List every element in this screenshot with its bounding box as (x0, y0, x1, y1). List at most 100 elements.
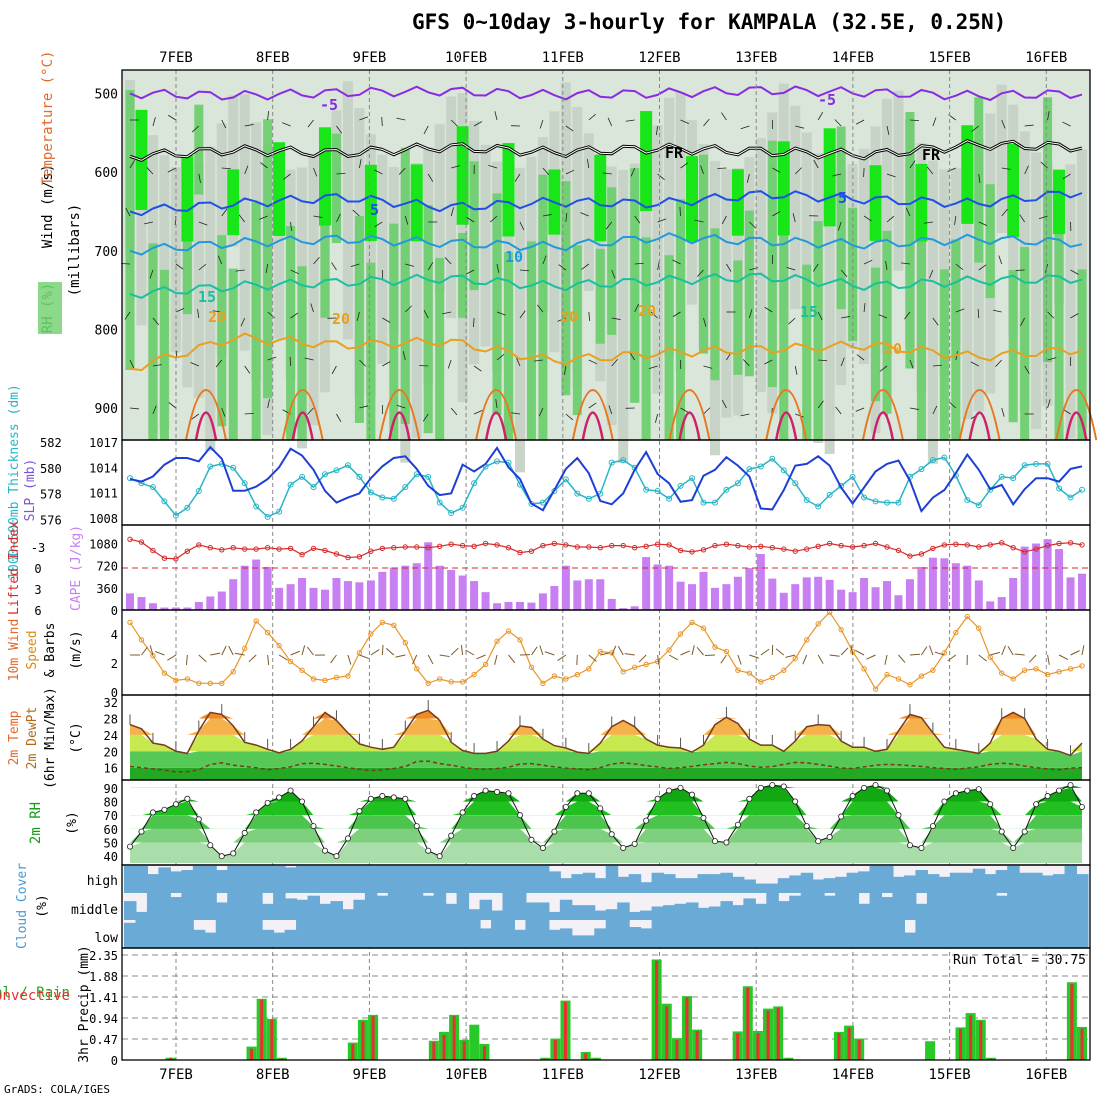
y-tick-temp: 16 (104, 762, 118, 776)
wind-speed-point (563, 676, 569, 682)
wind-speed-point (953, 629, 959, 636)
cloud-cover-cell-high (135, 866, 148, 893)
cloud-cover-cell-low (846, 920, 860, 948)
upper-wind-barb (837, 221, 842, 231)
precip-convective-bar (260, 999, 264, 1060)
wind-speed-point (609, 650, 615, 656)
li-point (299, 552, 305, 558)
cloud-cover-cell-high (169, 871, 183, 893)
rh-point (528, 836, 535, 843)
cape-bar (710, 587, 719, 610)
cloud-cover-cell-low (204, 932, 217, 948)
cloud-cover-cell-high (731, 876, 745, 893)
rh-point (861, 784, 868, 791)
upper-wind-barb (909, 359, 914, 369)
cloud-cover-cell-low (181, 920, 194, 948)
contour-label: 20 (560, 308, 578, 326)
x-tick-bottom: 7FEB (159, 1067, 193, 1083)
cape-bar (217, 591, 226, 610)
upper-wind-barb (304, 357, 314, 361)
cloud-cover-cell-middle (250, 893, 263, 920)
cape-bar (435, 565, 444, 610)
y-tick-thickness: 582 (40, 436, 62, 450)
wind-speed-point (276, 642, 282, 649)
cloud-cover-cell-middle (181, 893, 194, 920)
wind-barb (460, 645, 464, 656)
precip-convective-bar (462, 1041, 466, 1060)
wind-speed-point (322, 677, 328, 684)
thickness-point (253, 503, 260, 510)
wind-barb (544, 651, 555, 656)
rh-point (321, 847, 328, 854)
upper-wind-barb (427, 173, 434, 182)
cape-bar (160, 607, 169, 610)
rh-plume-saturated (1053, 169, 1066, 235)
thickness-point (884, 499, 891, 506)
rh-plume-moist (1054, 171, 1064, 441)
upper-wind-barb (283, 173, 291, 180)
rh-plume-moist (125, 90, 135, 370)
cape-bar (183, 607, 192, 610)
precip-convective-bar (786, 1058, 790, 1060)
upper-wind-barb (680, 407, 689, 413)
thickness-point (769, 455, 776, 462)
precip-convective-bar (452, 1016, 456, 1060)
rh-point (1079, 803, 1086, 810)
rh-point (746, 795, 753, 802)
upper-wind-barb (404, 215, 409, 225)
thickness-point (344, 462, 351, 469)
rh-plume-mid (801, 132, 812, 321)
wind-speed-point (781, 667, 787, 673)
rh-point (344, 835, 351, 842)
cloud-cover-cell-high (938, 876, 951, 893)
upper-wind-barb (290, 221, 292, 231)
x-tick-bottom: 8FEB (256, 1067, 290, 1083)
thickness-point (539, 499, 546, 506)
upper-wind-barb (879, 365, 888, 372)
thickness-point (861, 494, 868, 501)
cloud-cover-cell-low (559, 928, 573, 948)
cloud-cover-cell-high (1030, 872, 1043, 893)
cloud-cover-cell-middle (961, 893, 974, 920)
rh-plume-moist (1043, 97, 1053, 363)
cloud-cover-cell-middle (812, 893, 825, 920)
rh-point (1056, 787, 1063, 794)
upper-wind-barb (749, 221, 757, 229)
cloud-cover-cell-high (1064, 866, 1078, 893)
cloud-cover-cell-middle (674, 903, 688, 920)
rh-point (161, 806, 168, 813)
upper-wind-barb (212, 310, 222, 313)
li-point (586, 544, 592, 550)
rh-point (299, 798, 306, 805)
cloud-cover-cell-middle (456, 893, 470, 920)
cape-bar (366, 580, 375, 610)
wind-speed-point (230, 669, 236, 675)
wind-speed-point (1021, 667, 1028, 673)
cloud-cover-cell-high (1007, 866, 1020, 893)
thickness-point (241, 480, 248, 487)
thickness-point (689, 475, 696, 482)
upper-wind-barb (374, 169, 383, 175)
precip-convective-bar (584, 1053, 588, 1060)
upper-wind-barb (191, 125, 200, 133)
cloud-cover-cell-high (674, 878, 688, 893)
cloud-cover-cell-high (433, 866, 447, 893)
li-point (505, 545, 512, 551)
rh-point (379, 793, 386, 800)
cloud-cover-cell-middle (789, 895, 802, 920)
upper-wind-barb (812, 263, 819, 272)
upper-wind-barb (465, 269, 475, 275)
upper-wind-barb (444, 257, 452, 265)
li-point (735, 542, 741, 549)
wind-speed-point (895, 676, 902, 682)
wind-speed-point (345, 673, 351, 679)
upper-wind-barb (152, 405, 157, 415)
upper-wind-barb (336, 172, 346, 175)
y-tick-cape: 720 (96, 560, 118, 574)
warm-cell-contour (958, 389, 1001, 441)
cloud-cover-cell-low (571, 935, 584, 948)
cloud-cover-cell-low (674, 920, 688, 948)
li-point (666, 542, 672, 548)
upper-wind-barb (221, 407, 226, 417)
li-point (804, 546, 810, 552)
